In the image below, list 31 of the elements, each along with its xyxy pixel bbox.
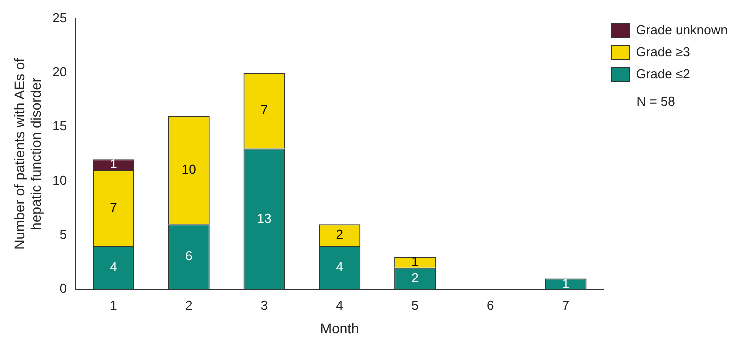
x-tick-label: 7 [562,298,570,313]
y-tick-label: 10 [52,172,68,188]
x-tick-label: 5 [412,298,419,313]
y-tick-label: 25 [52,10,68,26]
data-label: 7 [260,102,268,118]
data-label: 1 [110,156,118,172]
y-tick-label: 15 [52,118,68,134]
data-label: 7 [110,200,118,215]
data-label: 1 [412,254,419,270]
y-tick-label: 20 [52,64,68,80]
data-label: 10 [182,162,196,178]
x-tick-label: 3 [260,298,268,313]
legend-label: Grade ≥3 [636,44,690,60]
data-label: 6 [186,248,193,264]
data-label: 4 [336,260,344,275]
x-tick-label: 2 [186,298,193,313]
legend-label: Grade unknown [636,22,728,38]
y-axis-title: Number of patients with AEs of hepatic function disorder [11,58,44,250]
x-tick-label: 6 [487,298,494,313]
data-label: 1 [562,276,570,291]
data-label: 4 [110,260,118,275]
x-tick-label: 1 [110,298,118,313]
x-axis-title: Month [320,320,360,336]
data-label: 13 [257,210,272,226]
legend-label: Grade ≤2 [636,66,690,82]
y-tick-label: 5 [60,227,68,242]
text: N = 58 [636,94,676,110]
y-tick-label: 0 [60,281,68,296]
data-label: 2 [336,227,344,242]
x-tick-label: 4 [336,298,344,313]
data-label: 2 [412,270,419,286]
